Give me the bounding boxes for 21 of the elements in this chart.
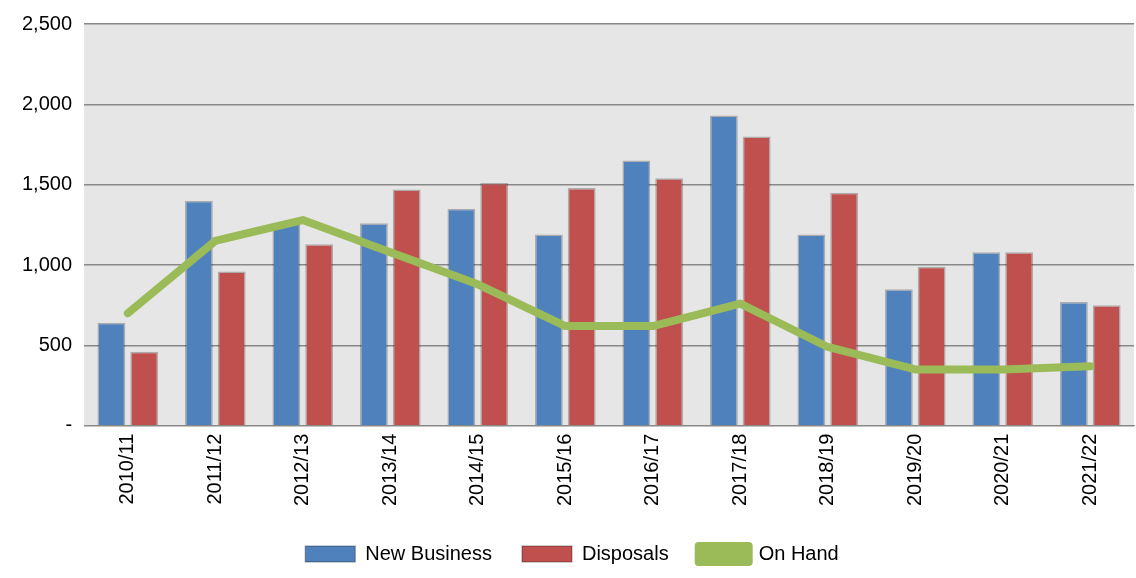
x-tick-label: 2011/12 [202,433,225,505]
x-tick-label: 2017/18 [727,433,750,506]
y-tick-label: 1,000 [21,252,73,275]
x-tick-label: 2010/11 [115,433,138,505]
x-tick-label: 2021/22 [1077,433,1100,506]
y-tick-label: 2,500 [21,11,73,34]
x-tick-label: 2014/15 [465,433,488,506]
legend-label: New Business [365,541,492,564]
x-tick-label: 2018/19 [815,433,838,506]
x-tick-label: 2016/17 [640,433,663,506]
x-tick-label: 2012/13 [290,433,313,506]
legend-label: On Hand [758,541,839,564]
y-tick-label: 2,000 [21,91,73,114]
y-tick-label: 1,500 [21,172,73,195]
y-tick-label: 500 [38,332,73,355]
x-tick-label: 2020/21 [990,433,1013,506]
x-tick-label: 2013/14 [377,433,400,506]
y-tick-label: - [65,413,73,436]
legend-label: Disposals [581,541,669,564]
x-tick-label: 2019/20 [902,433,925,506]
x-tick-label: 2015/16 [552,433,575,506]
